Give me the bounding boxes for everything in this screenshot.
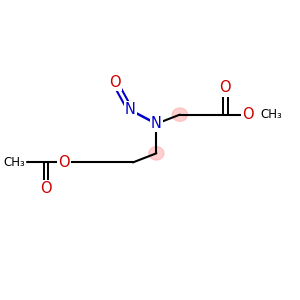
Text: O: O — [109, 75, 121, 90]
Ellipse shape — [172, 108, 188, 121]
Text: O: O — [242, 107, 253, 122]
Text: O: O — [40, 181, 52, 196]
Text: O: O — [58, 155, 70, 170]
Text: CH₃: CH₃ — [3, 156, 25, 169]
Text: N: N — [151, 116, 162, 131]
Text: N: N — [125, 103, 136, 118]
Text: O: O — [220, 80, 231, 95]
Text: CH₃: CH₃ — [261, 108, 283, 121]
Ellipse shape — [149, 147, 164, 160]
